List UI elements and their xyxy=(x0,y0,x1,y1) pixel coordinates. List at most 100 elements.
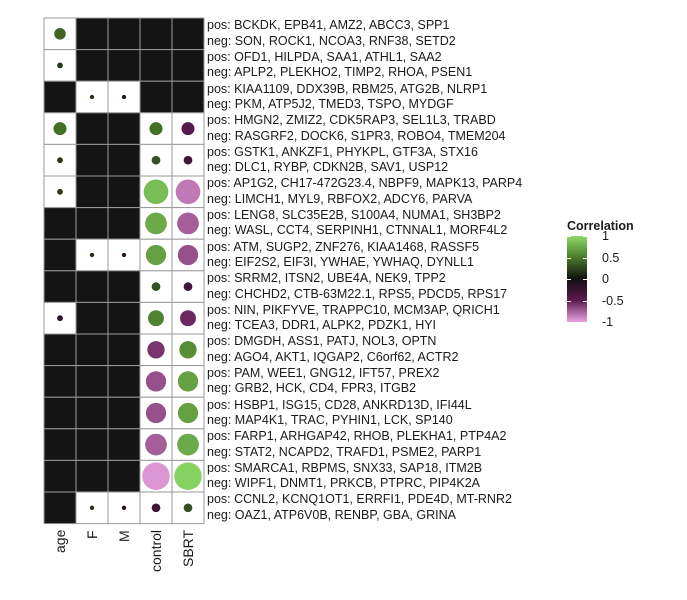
heatmap-cell xyxy=(171,112,205,145)
row-label-pos: pos: ATM, SUGP2, ZNF276, KIAA1468, RASSF… xyxy=(207,239,480,254)
row-label: pos: OFD1, HILPDA, SAA1, ATHL1, SAA2 neg:… xyxy=(207,50,472,81)
heatmap-cell xyxy=(139,80,173,114)
heatmap-cell xyxy=(75,365,109,398)
correlation-dot xyxy=(145,212,167,235)
heatmap-cell xyxy=(107,143,141,177)
row-label: pos: ATM, SUGP2, ZNF276, KIAA1468, RASSF… xyxy=(207,240,479,271)
correlation-dot xyxy=(89,505,95,510)
row-label-neg: neg: PKM, ATP5J2, TMED3, TSPO, MYDGF xyxy=(207,97,454,111)
correlation-dot xyxy=(145,244,167,266)
row-label: pos: NIN, PIKFYVE, TRAPPC10, MCM3AP, QRI… xyxy=(207,303,500,334)
correlation-dot xyxy=(175,179,201,205)
row-label-pos: pos: FARP1, ARHGAP42, RHOB, PLEKHA1, PTP… xyxy=(207,429,507,444)
legend-tick-mark xyxy=(583,257,587,259)
correlation-dot xyxy=(174,462,202,490)
correlation-dot xyxy=(121,94,127,100)
row-label-pos: pos: DMGDH, ASS1, PATJ, NOL3, OPTN xyxy=(207,334,437,349)
correlation-dot xyxy=(179,341,197,359)
row-label: pos: GSTK1, ANKZF1, PHYKPL, GTF3A, STX16… xyxy=(207,145,478,176)
heatmap-cell xyxy=(75,112,109,145)
row-label-neg: neg: AGO4, AKT1, IQGAP2, C6orf62, ACTR2 xyxy=(207,349,459,364)
correlation-dot xyxy=(89,252,95,258)
row-label: pos: CCNL2, KCNQ1OT1, ERRFI1, PDE4D, MT-… xyxy=(207,492,512,523)
column-label: SBRT xyxy=(180,529,196,567)
heatmap-cell xyxy=(107,49,141,82)
correlation-dot xyxy=(54,28,66,40)
row-label-neg: neg: SON, ROCK1, NCOA3, RNF38, SETD2 xyxy=(207,33,456,48)
row-label-pos: pos: SRRM2, ITSN2, UBE4A, NEK9, TPP2 xyxy=(207,271,446,286)
legend-tick-label: 1 xyxy=(602,229,609,243)
correlation-dot xyxy=(145,402,167,424)
heatmap-cell xyxy=(75,428,109,461)
legend-tick-mark xyxy=(567,300,571,302)
row-label-pos: pos: SMARCA1, RBPMS, SNX33, SAP18, ITM2B xyxy=(207,460,483,475)
correlation-dot xyxy=(151,503,161,513)
legend-tick-label: 0 xyxy=(602,272,609,286)
row-label: pos: SMARCA1, RBPMS, SNX33, SAP18, ITM2B… xyxy=(207,461,482,492)
heatmap-cell xyxy=(107,301,141,335)
heatmap-cell xyxy=(43,207,77,240)
correlation-dot xyxy=(177,212,199,235)
correlation-dot xyxy=(53,122,67,136)
row-label-pos: pos: CCNL2, KCNQ1OT1, ERRFI1, PDE4D, MT-… xyxy=(207,492,512,507)
row-label-pos: pos: KIAA1109, DDX39B, RBM25, ATG2B, NLR… xyxy=(207,81,488,96)
correlation-dot xyxy=(183,503,193,513)
correlation-dot xyxy=(89,94,95,100)
correlation-dot xyxy=(57,315,63,322)
row-label-neg: neg: STAT2, NCAPD2, TRAFD1, PSME2, PARP1 xyxy=(207,444,482,459)
heatmap-cell xyxy=(75,301,109,335)
heatmap-cell xyxy=(139,49,173,82)
heatmap-cell xyxy=(43,143,77,177)
heatmap-cell xyxy=(43,396,77,430)
heatmap-cell xyxy=(75,459,109,493)
row-label: pos: FARP1, ARHGAP42, RHOB, PLEKHA1, PTP… xyxy=(207,429,506,460)
row-label-neg: neg: TCEA3, DDR1, ALPK2, PDZK1, HYI xyxy=(207,318,437,333)
heatmap-cell xyxy=(107,396,141,430)
heatmap-cell xyxy=(43,459,77,493)
row-label-neg: neg: GRB2, HCK, CD4, FPR3, ITGB2 xyxy=(207,381,417,396)
legend-colorbar xyxy=(567,236,587,322)
row-label-pos: pos: HSBP1, ISG15, CD28, ANKRD13D, IFI44… xyxy=(207,397,472,412)
row-label-neg: neg: WIPF1, DNMT1, PRKCB, PTPRC, PIP4K2A xyxy=(207,476,480,491)
row-label: pos: HSBP1, ISG15, CD28, ANKRD13D, IFI44… xyxy=(207,398,472,429)
row-label-pos: pos: GSTK1, ANKZF1, PHYKPL, GTF3A, STX16 xyxy=(207,144,478,159)
row-label-pos: pos: BCKDK, EPB41, AMZ2, ABCC3, SPP1 xyxy=(207,18,450,33)
correlation-dot xyxy=(151,155,161,165)
correlation-dot xyxy=(183,282,193,291)
correlation-dot xyxy=(177,402,199,424)
column-label: F xyxy=(84,530,100,539)
correlation-dot xyxy=(181,122,195,136)
heatmap-cell xyxy=(107,175,141,209)
heatmap-cell xyxy=(171,49,205,82)
row-label-pos: pos: NIN, PIKFYVE, TRAPPC10, MCM3AP, QRI… xyxy=(207,302,500,317)
heatmap-cell xyxy=(171,17,205,51)
column-label: age xyxy=(52,529,68,553)
legend-tick-mark xyxy=(567,257,571,259)
legend-tick-mark xyxy=(567,236,571,237)
row-label: pos: KIAA1109, DDX39B, RBM25, ATG2B, NLR… xyxy=(207,82,487,113)
row-label: pos: HMGN2, ZMIZ2, CDK5RAP3, SEL1L3, TRA… xyxy=(207,113,506,144)
heatmap-cell xyxy=(75,270,109,303)
row-label-pos: pos: AP1G2, CH17-472G23.4, NBPF9, MAPK13… xyxy=(207,176,523,191)
heatmap-cell xyxy=(107,333,141,367)
correlation-dot xyxy=(142,462,170,490)
heatmap-cell xyxy=(107,365,141,398)
correlation-dot xyxy=(149,122,163,136)
row-label-neg: neg: CHCHD2, CTB-63M22.1, RPS5, PDCD5, R… xyxy=(207,286,508,301)
row-label-neg: neg: OAZ1, ATP6V0B, RENBP, GBA, GRINA xyxy=(207,507,456,522)
correlation-dot xyxy=(148,310,164,327)
correlation-dot xyxy=(183,155,193,165)
row-label: pos: LENG8, SLC35E2B, S100A4, NUMA1, SH3… xyxy=(207,208,507,239)
heatmap-cell xyxy=(107,112,141,145)
row-label-neg: neg: DLC1, RYBP, CDKN2B, SAV1, USP12 xyxy=(207,160,449,175)
heatmap-cell xyxy=(75,207,109,240)
correlation-dot xyxy=(147,341,165,359)
legend-tick-mark xyxy=(583,322,587,323)
row-label-pos: pos: HMGN2, ZMIZ2, CDK5RAP3, SEL1L3, TRA… xyxy=(207,113,496,128)
heatmap-cell xyxy=(107,459,141,493)
heatmap-cell xyxy=(139,396,173,430)
legend-title: Correlation xyxy=(567,219,634,233)
row-label-neg: neg: WASL, CCT4, SERPINH1, CTNNAL1, MORF… xyxy=(207,223,508,238)
legend-tick-mark xyxy=(567,322,571,323)
heatmap-cell xyxy=(43,238,77,272)
